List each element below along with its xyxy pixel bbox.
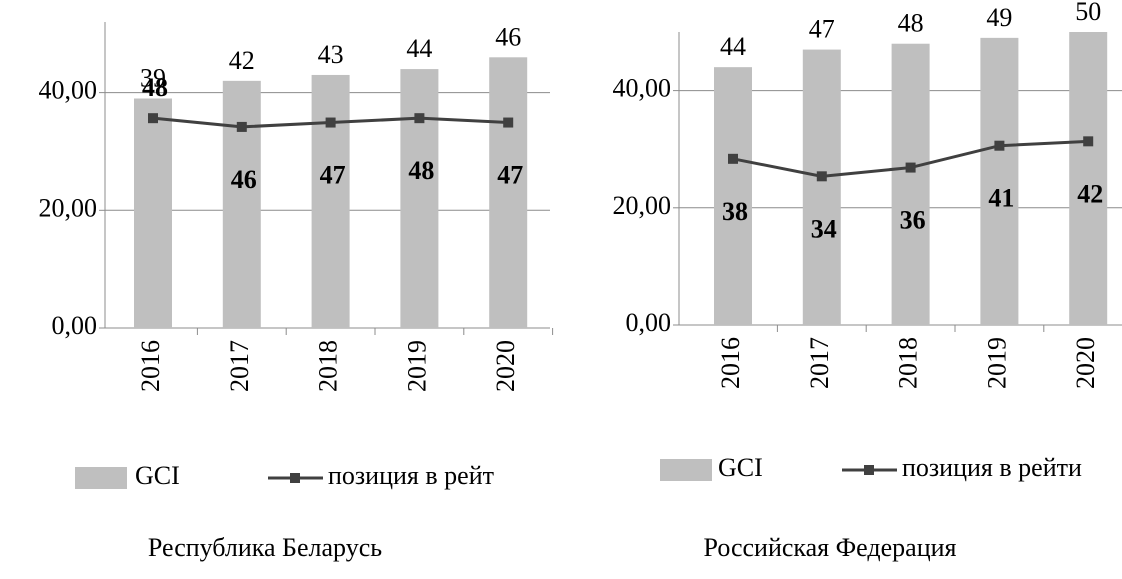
line-marker	[148, 113, 158, 124]
legend-label: позиция в рейт	[328, 461, 494, 490]
line-label: 47	[497, 161, 523, 190]
bar	[980, 37, 1019, 326]
x-tick-label: 2016	[136, 340, 165, 392]
legend-swatch	[75, 467, 127, 489]
bar-label: 42	[229, 46, 255, 75]
line-marker	[503, 117, 514, 128]
bar	[222, 80, 261, 328]
bar-label: 43	[318, 40, 344, 69]
y-tick-label: 20,00	[613, 191, 672, 220]
line-marker	[728, 153, 738, 164]
bar-label: 47	[809, 15, 835, 44]
legend-label: позиция в рейти	[902, 453, 1082, 482]
bar-label: 49	[986, 3, 1012, 32]
y-tick-label: 20,00	[39, 193, 98, 222]
x-tick-label: 2019	[982, 337, 1011, 389]
bar-label: 39	[140, 63, 166, 92]
x-tick-label: 2018	[894, 337, 923, 389]
line-label: 42	[1077, 179, 1103, 208]
legend-label: GCI	[135, 461, 180, 490]
line-label: 38	[722, 197, 748, 226]
x-tick-label: 2017	[805, 337, 834, 389]
legend-label: GCI	[718, 453, 763, 482]
bar	[802, 49, 841, 325]
bar-label: 44	[406, 34, 432, 63]
line-label: 41	[988, 184, 1014, 213]
x-tick-label: 2020	[491, 340, 520, 392]
line-marker	[414, 113, 425, 124]
bar	[1069, 32, 1108, 325]
legend-swatch	[660, 459, 712, 481]
line-label: 48	[408, 156, 434, 185]
x-tick-label: 2016	[716, 337, 745, 389]
line-marker	[1083, 136, 1094, 147]
chart-title: Российская Федерация	[704, 533, 957, 562]
bar	[489, 57, 528, 329]
line-marker	[905, 162, 916, 173]
legend-marker	[290, 473, 300, 483]
y-tick-label: 40,00	[39, 76, 98, 105]
bar	[134, 98, 172, 328]
line-marker	[994, 140, 1005, 151]
line-marker	[236, 121, 247, 132]
x-tick-label: 2020	[1071, 337, 1100, 389]
y-tick-label: 0,00	[52, 311, 98, 340]
bar	[311, 74, 350, 328]
bar-label: 46	[495, 22, 521, 51]
x-tick-label: 2017	[225, 340, 254, 392]
bar	[400, 69, 439, 329]
line-label: 36	[900, 206, 926, 235]
y-tick-label: 0,00	[626, 308, 672, 337]
line-label: 46	[231, 165, 257, 194]
x-tick-label: 2018	[314, 340, 343, 392]
line-marker	[325, 117, 336, 128]
bar-label: 50	[1075, 0, 1101, 26]
x-tick-label: 2019	[402, 340, 431, 392]
line-marker	[816, 171, 827, 182]
bar	[714, 67, 752, 325]
legend-marker	[864, 465, 874, 475]
bar	[891, 43, 930, 325]
y-tick-label: 40,00	[613, 74, 672, 103]
chart-title: Республика Беларусь	[148, 533, 382, 562]
bar-label: 48	[898, 9, 924, 38]
bar-label: 44	[720, 32, 746, 61]
line-label: 47	[320, 161, 346, 190]
line-label: 34	[811, 214, 837, 243]
line-label: 48	[142, 73, 168, 102]
